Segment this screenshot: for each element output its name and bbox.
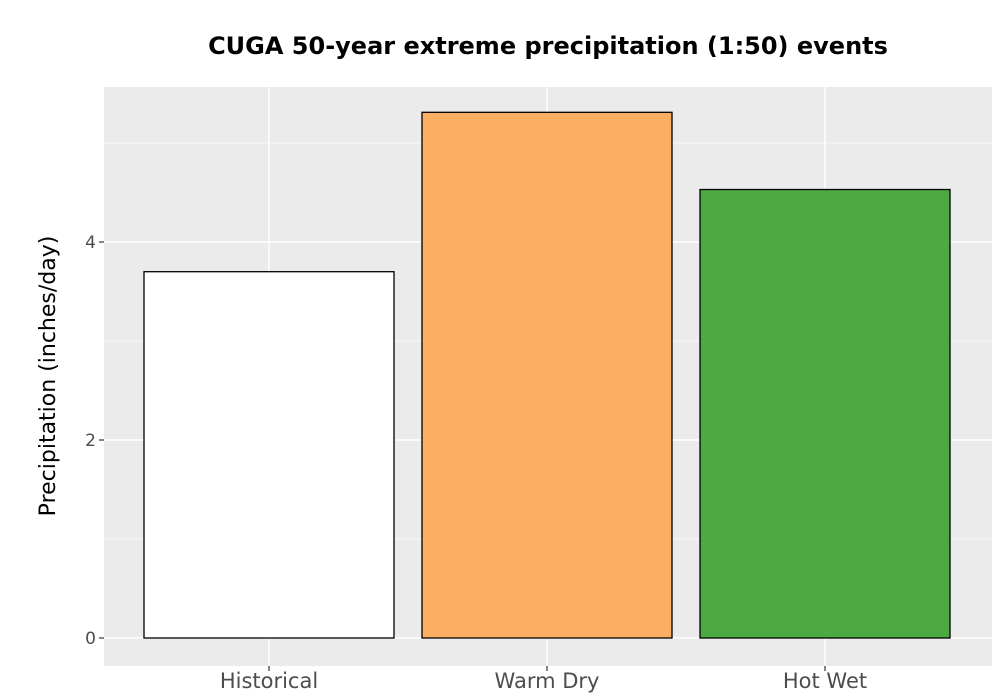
x-tick-label: Historical	[220, 669, 318, 693]
x-tick-label: Hot Wet	[783, 669, 867, 693]
chart-title: CUGA 50-year extreme precipitation (1:50…	[208, 32, 888, 60]
bar-hot-wet	[699, 188, 951, 639]
y-tick-label: 2	[85, 431, 96, 451]
y-tick-label: 0	[85, 629, 96, 649]
y-axis: 0 2 4	[85, 233, 104, 649]
bars	[143, 111, 951, 639]
x-axis: Historical Warm Dry Hot Wet	[220, 666, 867, 693]
bar-warm-dry	[421, 111, 673, 639]
bar-historical	[143, 271, 395, 639]
y-tick-label: 4	[85, 233, 96, 253]
y-axis-label: Precipitation (inches/day)	[36, 236, 61, 517]
x-tick-label: Warm Dry	[495, 669, 600, 693]
